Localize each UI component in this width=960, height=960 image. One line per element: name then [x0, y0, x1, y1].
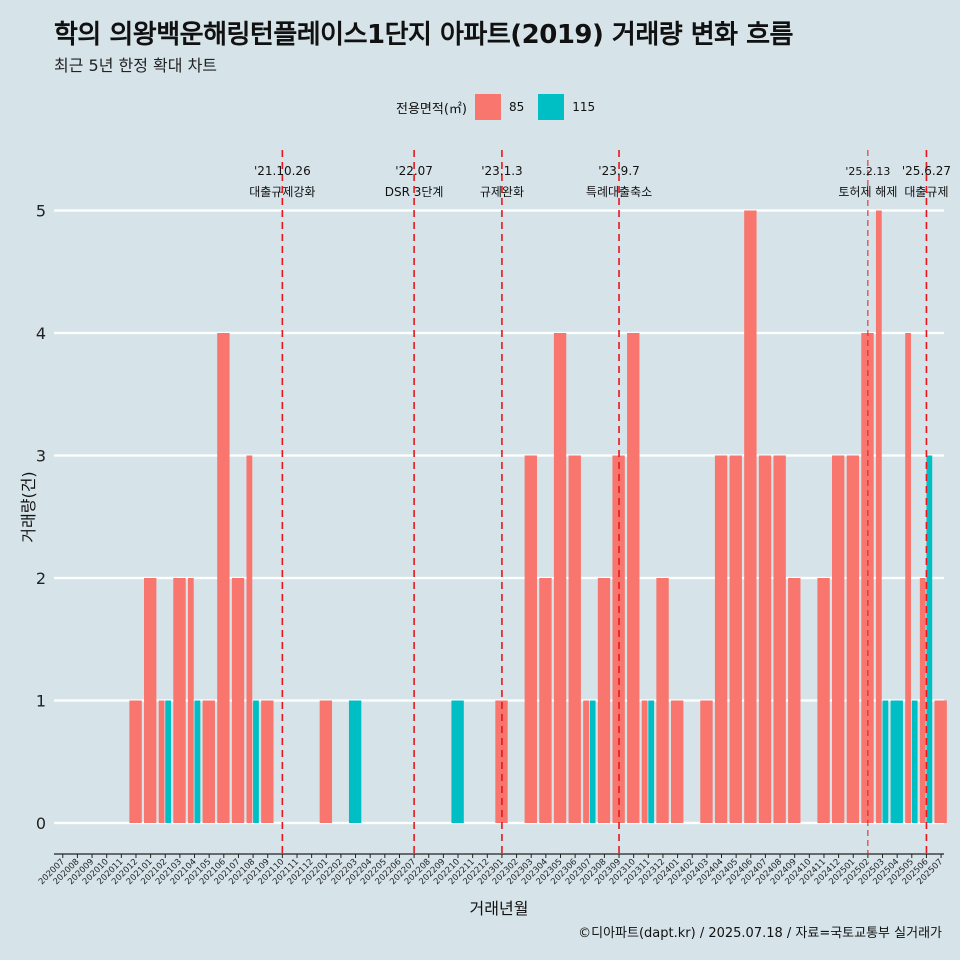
chart-subtitle: 최근 5년 한정 확대 차트: [54, 56, 218, 75]
bar-85-202412: [832, 455, 845, 823]
bar-115-202104: [194, 700, 201, 823]
bar-85-202312: [656, 578, 669, 823]
bar-85-202405: [729, 455, 742, 823]
bar-85-202201: [319, 700, 333, 823]
bar-85-202105: [202, 700, 215, 823]
bar-85-202301: [495, 700, 508, 823]
bar-85-202407: [758, 455, 772, 823]
bar-85-202310: [627, 333, 640, 823]
y-tick-label: 4: [36, 324, 46, 343]
bar-85-202303: [524, 455, 537, 823]
event-date-5: '25.6.27: [902, 164, 951, 178]
bar-115-202210: [451, 700, 464, 823]
y-tick-label: 5: [36, 202, 46, 221]
chart-title: 학의 의왕백운해링턴플레이스1단지 아파트(2019) 거래량 변화 흐름: [54, 20, 793, 50]
event-label-3: 특례대출축소: [586, 185, 652, 199]
bar-85-202305: [553, 333, 567, 823]
event-date-0: '21.10.26: [254, 164, 311, 178]
bar-85-202502: [861, 333, 874, 823]
bar-85-202308: [597, 578, 611, 823]
bar-115-202505: [911, 700, 918, 823]
bar-115-202203: [348, 700, 362, 823]
y-tick-label: 3: [36, 447, 46, 466]
bar-85-202503: [875, 210, 882, 823]
bar-115-202102: [165, 700, 172, 823]
bar-115-202108: [253, 700, 259, 823]
bar-85-202403: [700, 700, 713, 823]
bar-115-202503: [882, 700, 889, 823]
event-label-0: 대출규제강화: [249, 185, 315, 199]
bar-85-202406: [744, 210, 757, 823]
bar-85-202304: [539, 578, 552, 823]
bar-85-202401: [670, 700, 684, 823]
bar-115-202506: [926, 455, 933, 823]
legend-label-85: 85: [508, 100, 525, 114]
bar-85-202506: [919, 578, 926, 823]
bar-85-202404: [714, 455, 728, 823]
bar-85-202501: [846, 455, 860, 823]
bar-85-202108: [246, 455, 253, 823]
bar-115-202311: [648, 700, 655, 823]
event-label-2: 규제완화: [480, 185, 524, 199]
event-label-5: 대출규제: [904, 185, 948, 199]
event-date-4: '25.2.13: [845, 165, 890, 178]
bar-85-202311: [641, 700, 648, 823]
event-label-4: 토허제 해제: [838, 185, 897, 199]
y-tick-label: 1: [36, 692, 46, 711]
legend-swatch-85: [474, 94, 501, 120]
legend: 전용면적(㎡) 85 115: [396, 93, 609, 121]
event-date-2: '23.1.3: [481, 164, 522, 178]
source-caption: ©디아파트(dapt.kr) / 2025.07.18 / 자료=국토교통부 실…: [578, 926, 942, 941]
bar-85-202505: [905, 333, 911, 823]
bar-85-202309: [612, 455, 625, 823]
bar-85-202307: [583, 700, 589, 823]
bar-115-202307: [589, 700, 596, 823]
x-axis-title: 거래년월: [470, 899, 529, 918]
bar-85-202104: [187, 578, 194, 823]
y-tick-label: 0: [36, 814, 46, 833]
legend-label-115: 115: [572, 100, 596, 114]
bar-85-202109: [261, 700, 274, 823]
bar-85-202507: [934, 700, 947, 823]
event-date-1: '22.07: [395, 164, 433, 178]
bar-85-202103: [173, 578, 186, 823]
bar-85-202106: [217, 333, 230, 823]
bar-85-202012: [129, 700, 142, 823]
bar-115-202504: [890, 700, 903, 823]
bar-85-202408: [773, 455, 786, 823]
bar-85-202107: [231, 578, 245, 823]
bar-85-202102: [158, 700, 165, 823]
bar-85-202409: [788, 578, 801, 823]
legend-swatch-115: [538, 94, 565, 120]
y-tick-label: 2: [36, 569, 46, 588]
event-date-3: '23.9.7: [598, 164, 639, 178]
bar-85-202101: [144, 578, 157, 823]
y-axis-title: 거래량(건): [19, 471, 38, 542]
bar-85-202411: [817, 578, 830, 823]
legend-title: 전용면적(㎡): [396, 101, 467, 117]
bar-85-202306: [568, 455, 581, 823]
event-label-1: DSR 3단계: [385, 185, 444, 199]
